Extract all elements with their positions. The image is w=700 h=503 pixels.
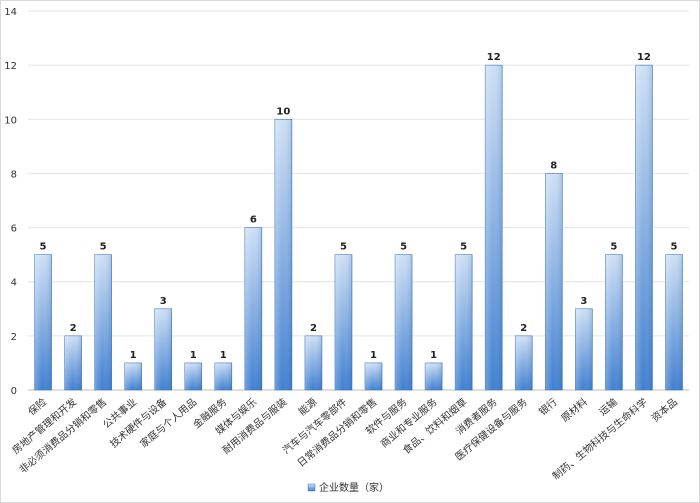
bar [424,362,443,391]
x-tick-label: 原材料 [558,395,589,424]
bar [154,308,173,391]
bar [605,254,623,391]
data-label: 1 [220,350,227,361]
bar [394,254,413,391]
bar-shade [425,362,443,390]
y-tick-label: 6 [11,224,17,235]
bar-shade [274,119,292,391]
data-label: 1 [130,350,137,361]
data-label: 5 [100,242,107,253]
bar [274,118,293,391]
data-label: 10 [276,106,290,117]
y-tick-label: 2 [11,332,17,343]
data-label: 1 [370,350,377,361]
data-label: 5 [610,242,617,253]
bar [334,254,353,391]
bar-shade [94,254,112,390]
bar [304,335,323,391]
bar-shade [455,254,473,390]
grid-lines [28,10,689,391]
x-tick-label: 资本品 [649,395,680,424]
y-tick-label: 0 [11,386,17,397]
x-axis-ticks: 保险房地产管理和开发非必须消费品分销和零售公共事业技术硬件与设备家庭与个人用品金… [9,395,680,482]
data-label: 8 [550,160,557,171]
bar [544,173,563,391]
bar-shade [545,173,563,390]
y-tick-label: 10 [4,115,17,126]
bar-shade [244,227,262,390]
bar [635,64,653,391]
bar-shade [395,254,413,390]
data-label: 3 [160,296,167,307]
legend: 企业数量（家） [307,481,389,494]
y-tick-label: 4 [11,278,17,289]
legend-swatch [307,483,316,492]
y-tick-label: 14 [4,7,17,18]
bar-shade [304,335,322,390]
data-label: 12 [637,52,651,63]
bar [484,64,503,391]
bar-shade [64,335,82,390]
bar [94,254,112,391]
bars [34,64,683,391]
data-label: 2 [310,323,317,334]
data-label: 5 [340,242,347,253]
x-tick-label: 银行 [536,395,560,418]
bar-shade [154,308,172,390]
bar [34,254,52,391]
x-tick-label: 能源 [296,395,320,418]
data-label: 5 [400,242,407,253]
data-label: 2 [70,323,77,334]
data-label: 2 [520,323,527,334]
x-tick-label: 运输 [596,395,620,418]
y-axis-ticks: 0 2 4 6 8 10 12 14 [4,7,17,397]
y-tick-label: 12 [4,61,17,72]
data-label: 1 [430,350,437,361]
data-label: 5 [670,242,677,253]
bar-shade [214,362,232,390]
bar-shade [184,362,202,390]
data-label: 5 [40,242,47,253]
bar-shade [575,308,593,390]
data-labels: 5 2 5 1 3 1 1 6 10 2 5 1 5 1 5 12 2 8 3 5 12 5 [40,52,678,361]
bar [454,254,473,391]
bar [214,362,233,391]
bar [514,335,533,391]
x-tick-label: 保险 [25,395,49,418]
data-label: 6 [250,215,257,226]
bar-shade [665,254,683,390]
data-label: 1 [190,350,197,361]
bar [575,308,593,391]
data-label: 5 [460,242,467,253]
bar-shade [34,254,52,390]
bar [364,362,383,391]
bar-shade [515,335,533,390]
bar-shade [605,254,623,390]
bar [124,362,142,391]
data-label: 12 [487,52,501,63]
legend-label: 企业数量（家） [319,481,389,494]
bar [184,362,203,391]
bar-shade [635,65,653,391]
bar-shade [124,362,142,390]
y-tick-label: 8 [11,169,17,180]
bar-shade [485,65,503,391]
bar-shade [365,362,383,390]
bar-shade [334,254,352,390]
data-label: 3 [580,296,587,307]
bar [244,227,263,391]
bar [64,335,82,391]
bar [665,254,683,391]
